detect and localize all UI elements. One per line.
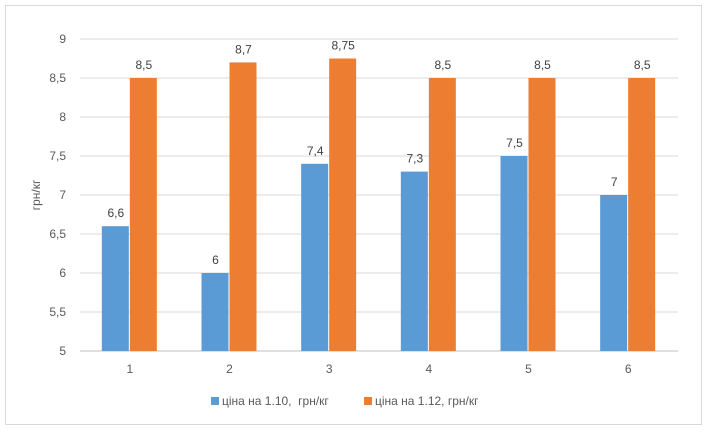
bar [301, 163, 329, 351]
data-label: 7,5 [506, 136, 523, 150]
bar [500, 156, 528, 351]
y-tick-label: 5 [59, 344, 66, 358]
data-label: 8,7 [235, 42, 252, 56]
y-tick-label: 7 [59, 188, 66, 202]
data-label: 8,5 [135, 58, 152, 72]
data-label: 8,5 [534, 58, 551, 72]
x-tick-label: 6 [625, 362, 632, 376]
bar [329, 58, 357, 351]
y-tick-label: 6,5 [49, 227, 66, 241]
y-tick-label: 6 [59, 266, 66, 280]
y-tick-label: 5,5 [49, 305, 66, 319]
data-label: 8,5 [434, 58, 451, 72]
legend-label: ціна на 1.12, грн/кг [375, 394, 479, 408]
y-tick-label: 7,5 [49, 149, 66, 163]
x-tick-label: 5 [525, 362, 532, 376]
bar [201, 273, 229, 351]
legend-swatch [364, 397, 372, 405]
legend-swatch [211, 397, 219, 405]
data-label: 6,6 [107, 206, 124, 220]
chart-area [5, 5, 702, 425]
y-tick-label: 9 [59, 32, 66, 46]
bar [129, 78, 157, 351]
data-label: 8,5 [634, 58, 651, 72]
bar [628, 78, 656, 351]
x-tick-label: 1 [126, 362, 133, 376]
bar [528, 78, 556, 351]
bar [229, 62, 257, 352]
data-label: 8,75 [331, 39, 355, 53]
y-tick-label: 8,5 [49, 71, 66, 85]
y-tick-label: 8 [59, 110, 66, 124]
bar [428, 78, 456, 351]
x-tick-label: 2 [226, 362, 233, 376]
bar [101, 226, 129, 351]
x-tick-label: 4 [425, 362, 432, 376]
data-label: 7,3 [406, 152, 423, 166]
data-label: 6 [212, 253, 219, 267]
bar [600, 195, 628, 351]
y-axis-title: грн/кг [29, 179, 43, 210]
bar [400, 171, 428, 351]
data-label: 7,4 [307, 144, 324, 158]
legend-label: ціна на 1.10, грн/кг [222, 394, 329, 408]
x-tick-label: 3 [326, 362, 333, 376]
data-label: 7 [611, 175, 618, 189]
